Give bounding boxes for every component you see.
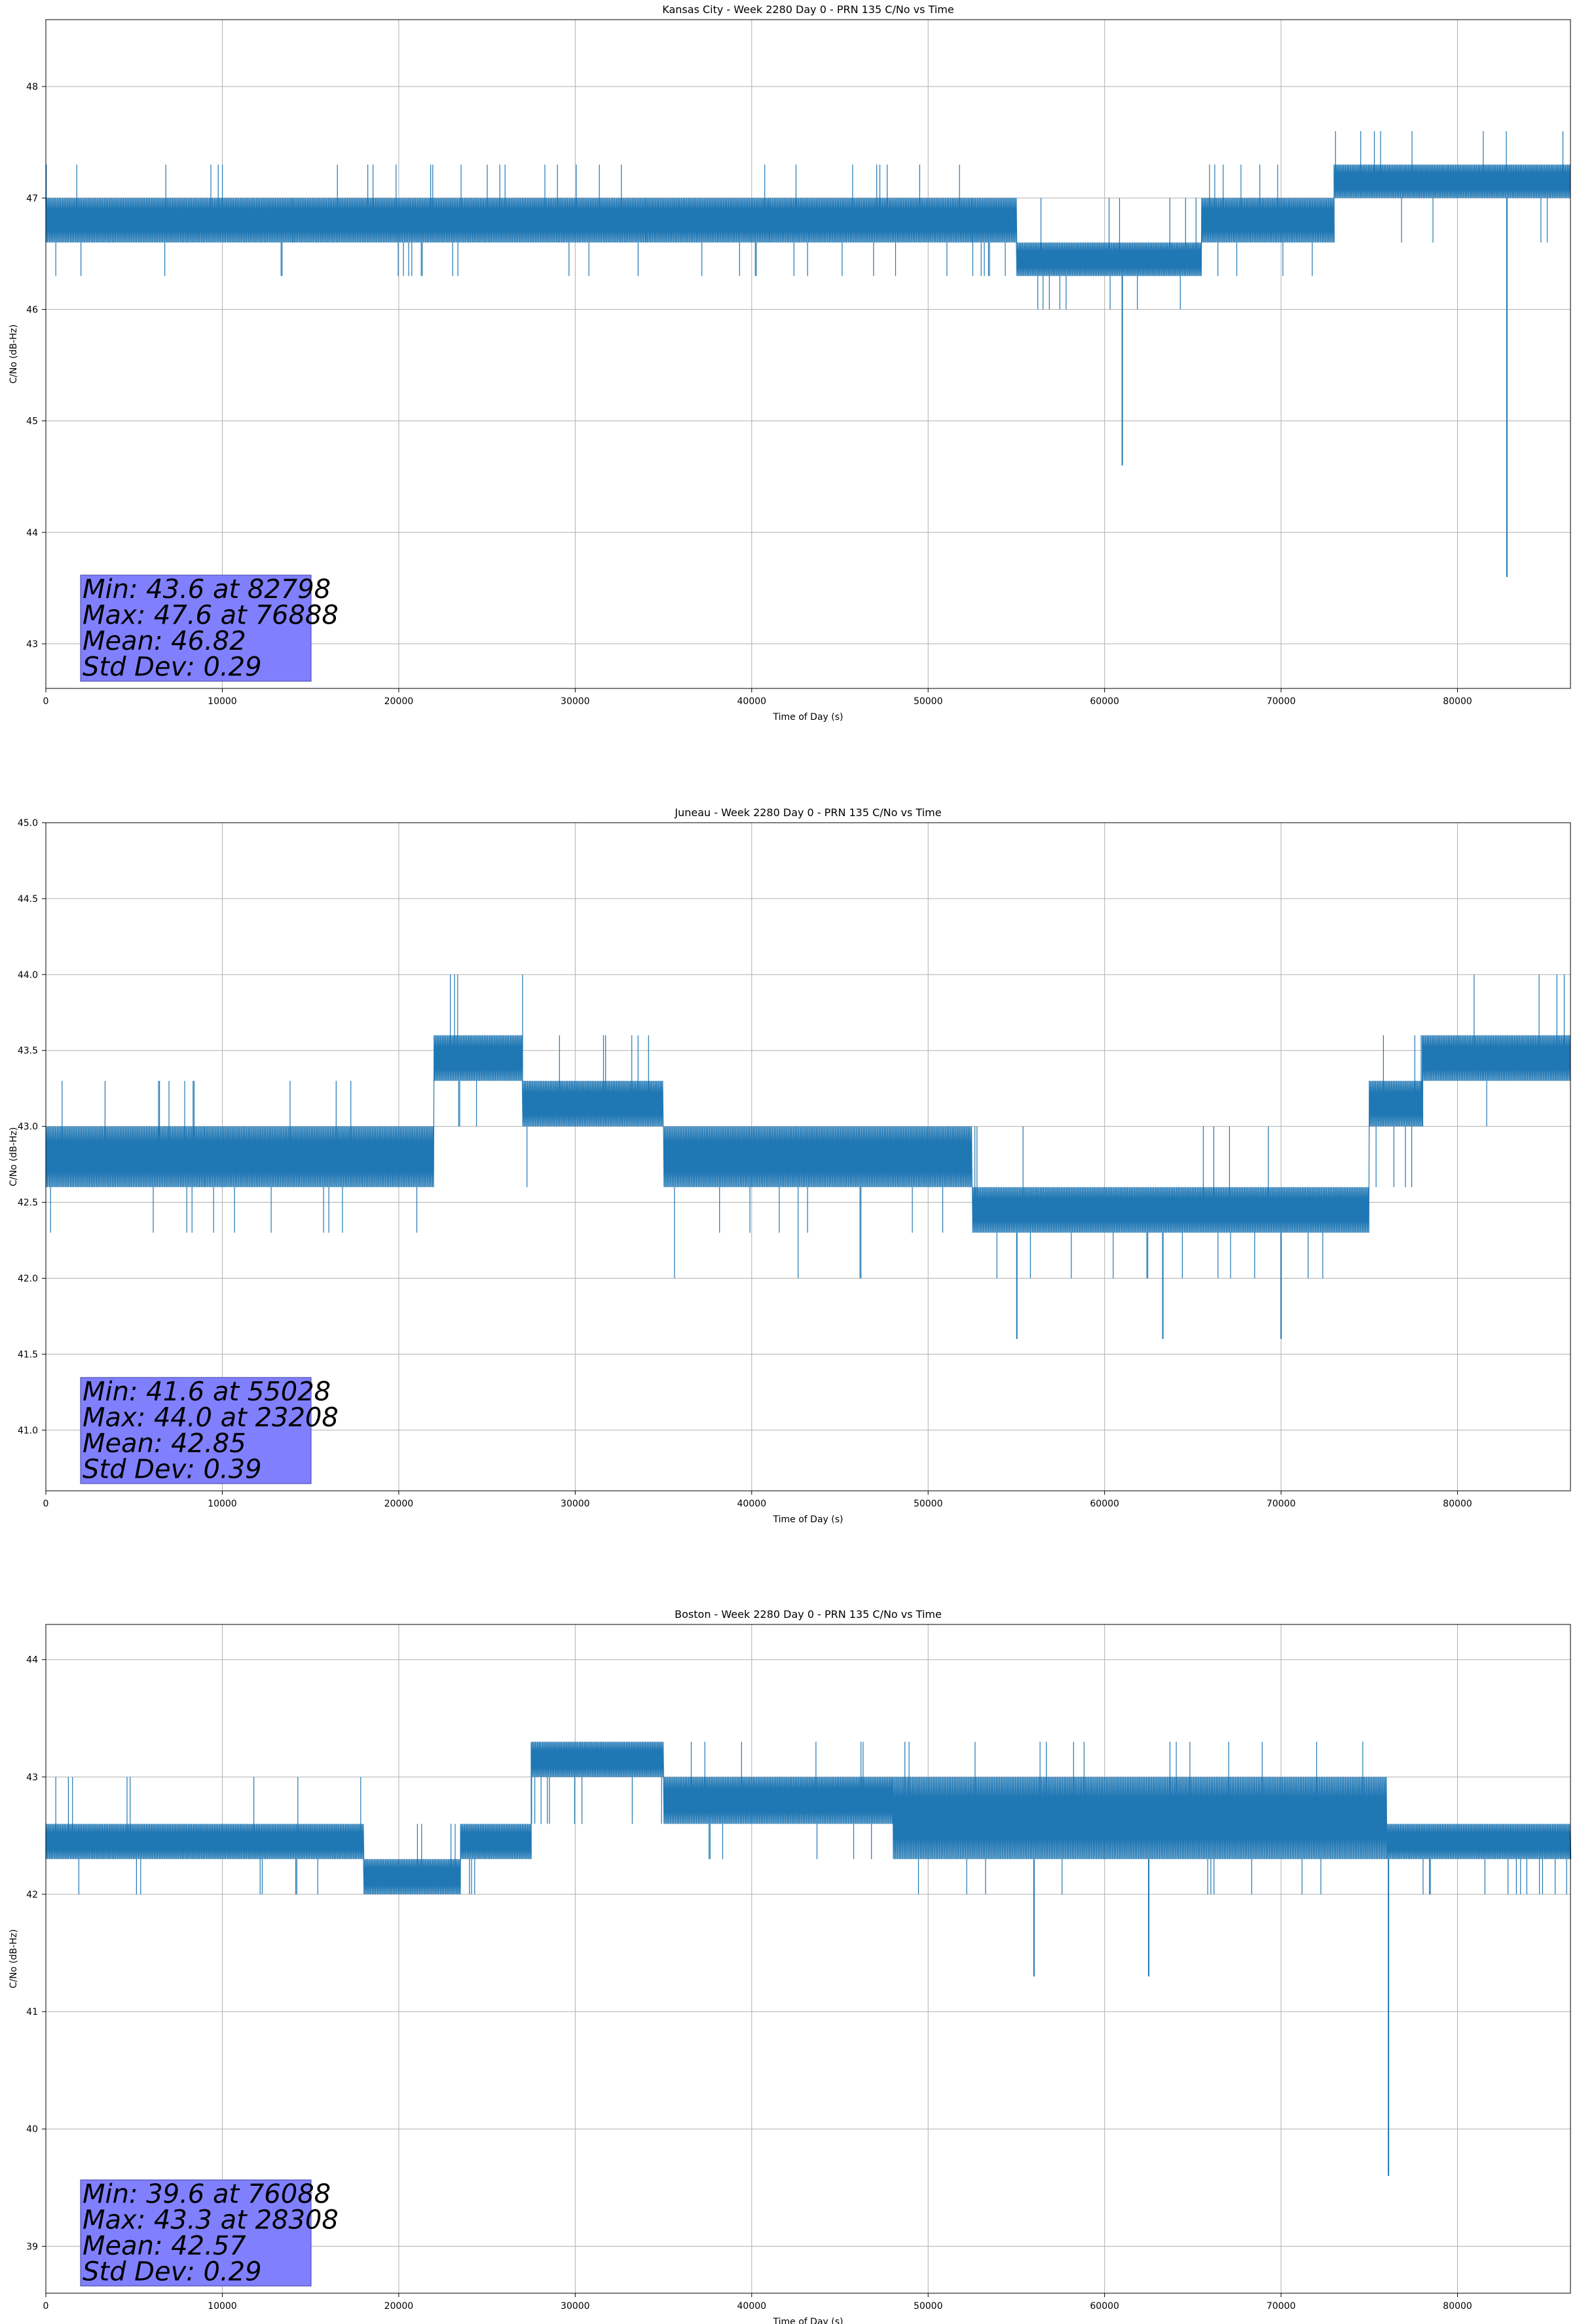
series-line	[45, 1742, 1572, 1895]
stats-line: Mean: 42.57	[83, 2231, 246, 2261]
stats-line: Min: 41.6 at 55028	[83, 1377, 331, 1407]
stats-line: Max: 47.6 at 76888	[83, 601, 339, 631]
x-tick-label: 30000	[561, 696, 590, 707]
y-tick-label: 47	[26, 193, 38, 204]
x-tick-label: 70000	[1267, 696, 1296, 707]
y-tick-label: 41.5	[18, 1349, 38, 1360]
x-tick-label: 20000	[384, 1499, 414, 1509]
chart-title: Boston - Week 2280 Day 0 - PRN 135 C/No …	[675, 1608, 942, 1621]
x-tick-label: 0	[43, 696, 49, 707]
chart-panel-3: 0 10000 20000 30000 40000 50000 60000 70000 8000…	[9, 1608, 1572, 2324]
stats-line: Mean: 46.82	[83, 626, 246, 656]
x-axis-label: Time of Day (s)	[773, 1514, 844, 1525]
axes-frame	[45, 822, 1571, 1491]
x-tick-label: 50000	[914, 2301, 943, 2312]
x-tick-label: 30000	[561, 2301, 590, 2312]
series-line	[45, 974, 1571, 1279]
y-tick-label: 44.5	[18, 894, 38, 905]
y-tick-label: 46	[26, 305, 38, 315]
chart-panel-1: 0 10000 20000 30000 40000 50000 60000 70000 8000…	[9, 3, 1571, 722]
x-tick-label: 80000	[1443, 696, 1472, 707]
x-tick-label: 50000	[914, 696, 943, 707]
y-tick-label: 42.5	[18, 1198, 38, 1209]
stats-line: Std Dev: 0.39	[83, 1455, 262, 1485]
stats-box	[80, 1377, 312, 1484]
y-tick-label: 39	[26, 2241, 38, 2252]
y-tick-label: 45.0	[18, 818, 38, 829]
y-tick-label: 41	[26, 2007, 38, 2017]
x-tick-label: 40000	[737, 696, 767, 707]
y-tick-label: 42	[26, 1890, 38, 1900]
y-tick-label: 43	[26, 1772, 38, 1783]
y-tick-label: 44.0	[18, 970, 38, 981]
y-axis-label: C/No (dB-Hz)	[9, 1929, 19, 1988]
y-tick-label: 45	[26, 417, 38, 427]
x-tick-label: 80000	[1443, 2301, 1472, 2312]
stats-line: Min: 39.6 at 76088	[83, 2179, 331, 2209]
x-tick-label: 50000	[914, 1499, 943, 1509]
x-tick-label: 70000	[1267, 1499, 1296, 1509]
x-tick-label: 20000	[384, 696, 414, 707]
stats-box	[80, 2179, 312, 2287]
series-line	[45, 131, 1571, 310]
stats-line: Max: 44.0 at 23208	[83, 1403, 339, 1433]
chart-title: Juneau - Week 2280 Day 0 - PRN 135 C/No …	[674, 806, 941, 819]
x-tick-label: 0	[43, 1499, 49, 1509]
x-tick-label: 70000	[1267, 2301, 1296, 2312]
stats-line: Mean: 42.85	[83, 1429, 246, 1459]
x-tick-label: 60000	[1090, 1499, 1119, 1509]
y-tick-label: 43.0	[18, 1122, 38, 1133]
x-tick-label: 60000	[1090, 2301, 1119, 2312]
x-tick-label: 20000	[384, 2301, 414, 2312]
x-axis-label: Time of Day (s)	[773, 2317, 844, 2324]
y-tick-label: 41.0	[18, 1425, 38, 1436]
y-axis-label: C/No (dB-Hz)	[9, 1127, 19, 1186]
y-tick-label: 44	[26, 528, 38, 538]
stats-line: Max: 43.3 at 28308	[83, 2205, 339, 2236]
x-tick-label: 60000	[1090, 696, 1119, 707]
y-tick-label: 44	[26, 1655, 38, 1666]
x-tick-label: 10000	[208, 2301, 237, 2312]
stats-line: Std Dev: 0.29	[83, 652, 262, 683]
x-tick-label: 40000	[737, 1499, 767, 1509]
y-tick-label: 42.0	[18, 1273, 38, 1284]
x-axis-label: Time of Day (s)	[773, 712, 844, 722]
chart-title: Kansas City - Week 2280 Day 0 - PRN 135 …	[662, 3, 954, 16]
y-axis-label: C/No (dB-Hz)	[9, 324, 19, 383]
stats-box	[80, 574, 312, 682]
x-tick-label: 0	[43, 2301, 49, 2312]
x-tick-label: 10000	[208, 1499, 237, 1509]
axes-frame	[45, 19, 1571, 689]
x-tick-label: 80000	[1443, 1499, 1472, 1509]
x-tick-label: 10000	[208, 696, 237, 707]
axes-frame	[45, 1624, 1571, 2294]
y-tick-label: 48	[26, 82, 38, 92]
y-tick-label: 43.5	[18, 1046, 38, 1057]
x-tick-label: 40000	[737, 2301, 767, 2312]
stats-line: Std Dev: 0.29	[83, 2257, 262, 2287]
stats-line: Min: 43.6 at 82798	[83, 574, 331, 605]
chart-panel-2: 0 10000 20000 30000 40000 50000 60000 70000 8000…	[9, 806, 1571, 1525]
y-tick-label: 40	[26, 2124, 38, 2135]
x-tick-label: 30000	[561, 1499, 590, 1509]
y-tick-label: 43	[26, 639, 38, 650]
